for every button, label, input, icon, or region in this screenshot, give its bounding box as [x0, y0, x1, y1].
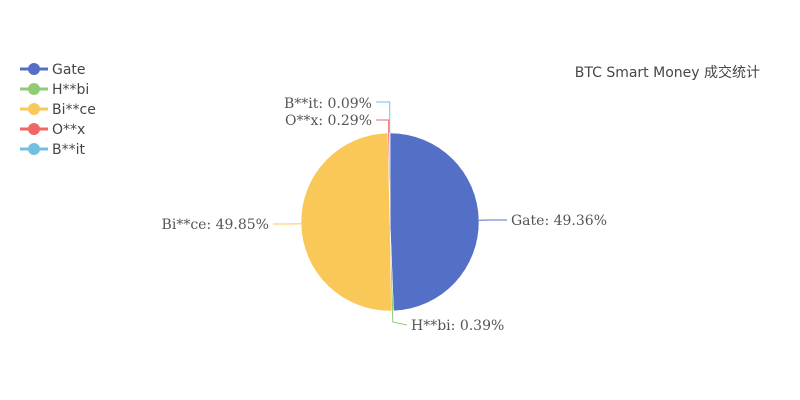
legend-item-bi-ce[interactable]: Bi**ce [20, 102, 96, 118]
chart-title: BTC Smart Money 成交统计 [575, 64, 760, 81]
legend-marker-b-it [28, 143, 40, 155]
legend-label-bi-ce: Bi**ce [52, 102, 96, 118]
legend-marker-gate [28, 63, 40, 75]
pie-slice-gate[interactable] [389, 132, 480, 312]
slice-label-gate: Gate: 49.36% [511, 213, 607, 229]
legend: Gate H**bi Bi**ce O**x B**it [20, 62, 96, 158]
pie-slice-bi-ce[interactable] [300, 132, 392, 312]
legend-label-o-x: O**x [52, 122, 85, 138]
slice-labels: Gate: 49.36% H**bi: 0.39% Bi**ce: 49.85% O*… [162, 96, 607, 334]
legend-item-gate[interactable]: Gate [20, 62, 86, 78]
legend-label-b-it: B**it [52, 142, 85, 158]
slice-label-h-bi: H**bi: 0.39% [411, 318, 504, 334]
slice-label-b-it: B**it: 0.09% [284, 96, 372, 112]
leader-line-h-bi [391, 310, 408, 326]
leader-line-b-it [376, 101, 391, 133]
leader-line-o-x [376, 119, 390, 134]
legend-marker-bi-ce [28, 103, 40, 115]
pie-slices [300, 132, 480, 312]
legend-label-h-bi: H**bi [52, 82, 89, 98]
legend-label-gate: Gate [52, 62, 86, 78]
legend-marker-h-bi [28, 83, 40, 95]
legend-marker-o-x [28, 123, 40, 135]
slice-label-bi-ce: Bi**ce: 49.85% [162, 217, 269, 233]
legend-item-h-bi[interactable]: H**bi [20, 82, 89, 98]
legend-item-b-it[interactable]: B**it [20, 142, 85, 158]
legend-item-o-x[interactable]: O**x [20, 122, 85, 138]
slice-label-o-x: O**x: 0.29% [285, 113, 372, 129]
